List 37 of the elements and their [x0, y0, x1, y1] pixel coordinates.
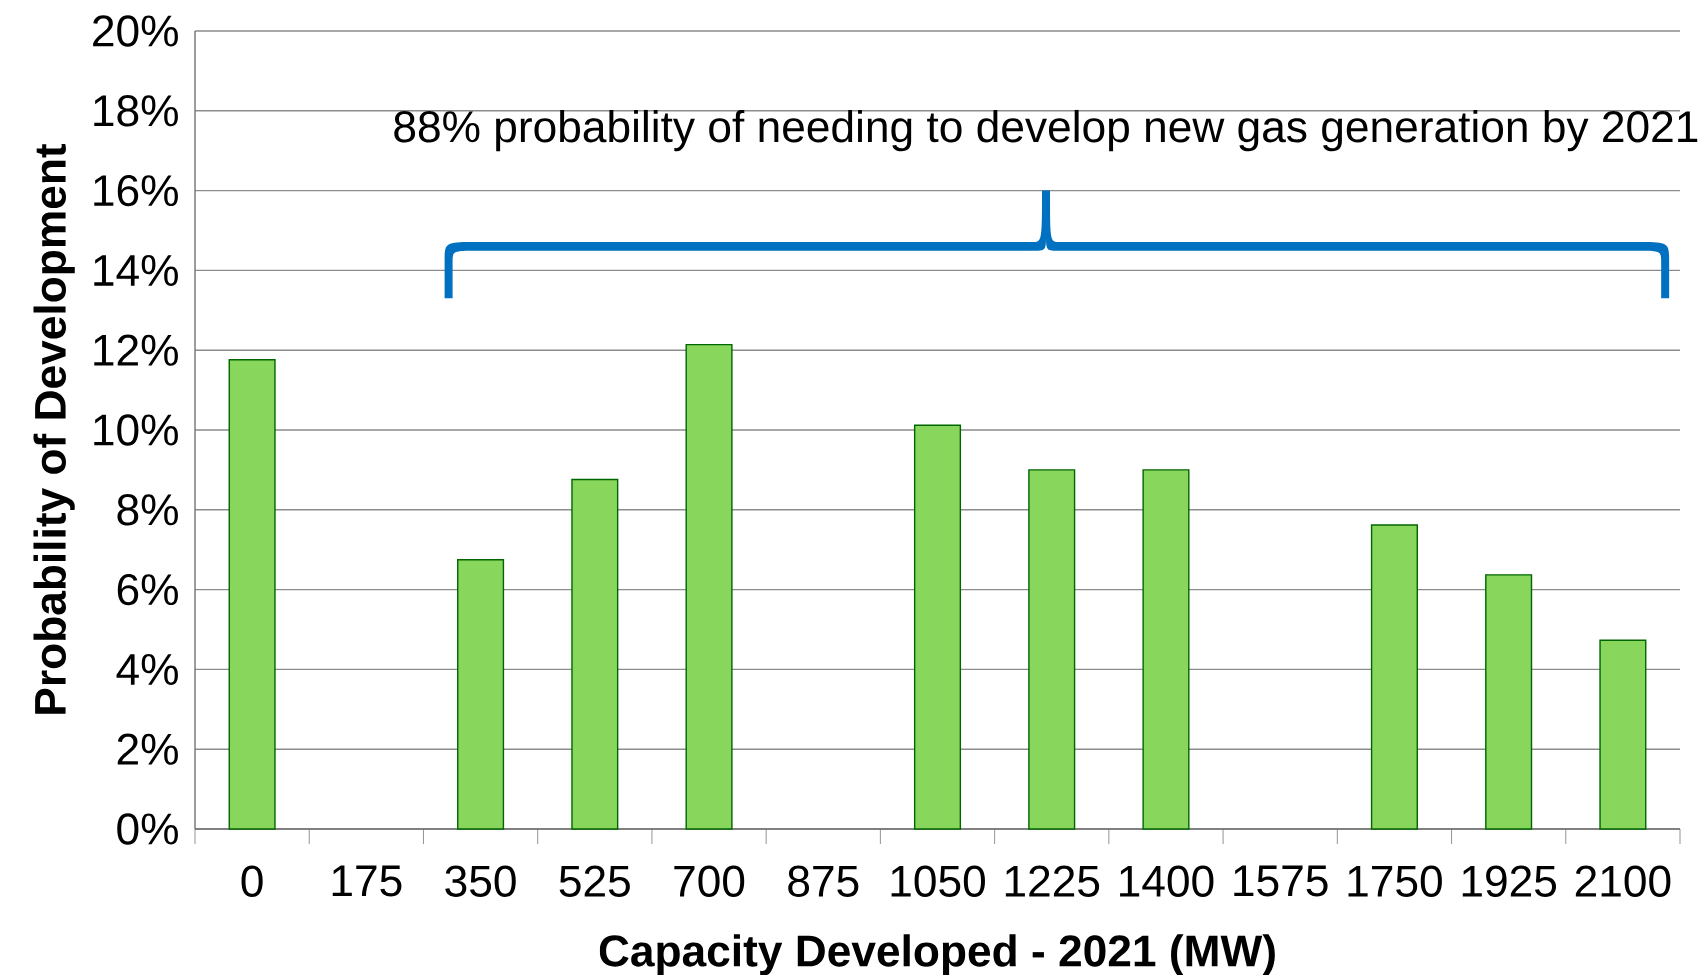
x-tick-label: 1400: [1120, 865, 1214, 897]
bar: [571, 478, 619, 830]
x-tick-label: 1750: [1348, 865, 1442, 897]
annotation: 88% probability of needing to develop new gas generation by 2021: [394, 109, 1698, 152]
x-tick-label: 1050: [891, 865, 985, 897]
y-tick-label: 6%: [117, 573, 178, 606]
x-tick-label: 1575: [1234, 865, 1328, 897]
x-tick-label: 1225: [1005, 865, 1100, 897]
y-tick-label: 0%: [117, 813, 178, 845]
y-tick-label: 12%: [94, 334, 178, 366]
bar: [685, 343, 733, 830]
bar: [1028, 469, 1076, 830]
x-tick-label: 350: [445, 865, 516, 897]
y-tick-label: 20%: [93, 15, 178, 47]
x-tick-label: 525: [559, 865, 630, 897]
bar: [228, 359, 276, 830]
x-tick-label: 2100: [1575, 865, 1671, 897]
y-tick-label: 16%: [94, 174, 178, 207]
x-tick-label: 0: [241, 865, 263, 897]
bar: [1485, 574, 1533, 830]
bar: [457, 558, 505, 830]
x-axis-title: Capacity Developed - 2021 (MW): [599, 934, 1275, 975]
x-tick-label: 1925: [1462, 865, 1557, 897]
y-tick-label: 8%: [117, 494, 178, 526]
y-axis-title: Probability of Development: [33, 143, 75, 714]
y-tick-label: 10%: [94, 414, 178, 446]
bar: [1142, 469, 1190, 830]
y-tick-label: 4%: [116, 653, 178, 685]
bar: [1370, 524, 1418, 830]
bar: [1599, 639, 1647, 830]
x-tick-label: 700: [674, 865, 745, 897]
x-tick-label: 175: [332, 865, 402, 897]
bar: [913, 424, 962, 830]
y-tick-label: 14%: [94, 254, 178, 286]
y-tick-label: 2%: [117, 733, 178, 765]
y-tick-label: 18%: [94, 95, 178, 127]
x-tick-label: 875: [788, 865, 859, 897]
